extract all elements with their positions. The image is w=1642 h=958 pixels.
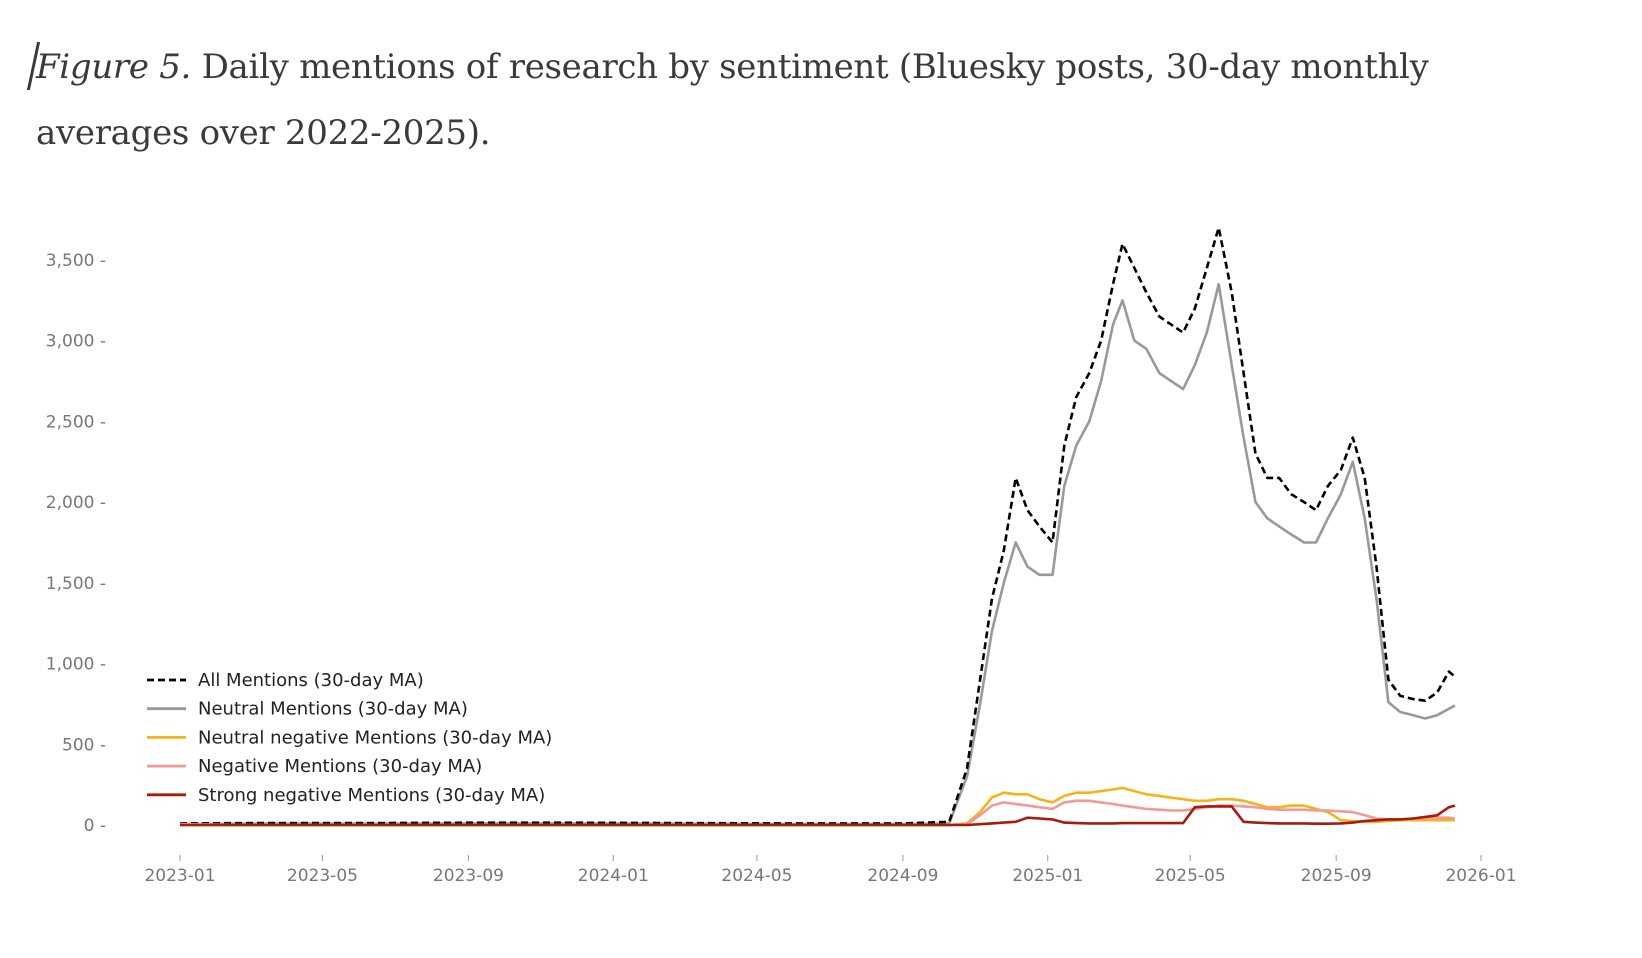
y-tick-label: 0 - bbox=[84, 816, 106, 836]
x-tick-label: 2024-09 bbox=[867, 866, 938, 886]
x-tick-label: 2023-01 bbox=[144, 866, 215, 886]
y-axis: 0 - 500 - 1,000 - 1,500 - 2,000 - 2,500 - 3,00… bbox=[46, 251, 106, 836]
y-tick-label: 2,500 - bbox=[46, 412, 106, 432]
y-tick-label: 3,000 - bbox=[46, 332, 106, 352]
figure-label: Figure 5. bbox=[36, 47, 192, 87]
y-tick-label: 2,000 - bbox=[46, 493, 106, 513]
legend-label: Neutral Mentions (30-day MA) bbox=[198, 699, 468, 720]
x-tick-label: 2026-01 bbox=[1445, 866, 1516, 886]
series-lines bbox=[179, 226, 1456, 827]
x-tick-label: 2024-01 bbox=[578, 866, 649, 886]
legend-label: Negative Mentions (30-day MA) bbox=[198, 756, 482, 777]
y-tick-label: 1,000 - bbox=[46, 655, 106, 675]
legend-label: Neutral negative Mentions (30-day MA) bbox=[198, 727, 552, 748]
x-tick-label: 2025-01 bbox=[1012, 866, 1083, 886]
caption-text: Daily mentions of research by sentiment … bbox=[36, 47, 1429, 153]
legend-label: All Mentions (30-day MA) bbox=[198, 670, 424, 691]
x-tick-label: 2025-09 bbox=[1301, 866, 1372, 886]
x-tick-label: 2023-05 bbox=[287, 866, 358, 886]
figure-caption: Figure 5. Daily mentions of research by … bbox=[26, 34, 1536, 166]
x-tick-label: 2024-05 bbox=[721, 866, 792, 886]
x-axis: 2023-01 2023-05 2023-09 2024-01 2024-05 2024-… bbox=[144, 855, 1517, 886]
legend: All Mentions (30-day MA) Neutral Mentions… bbox=[147, 670, 552, 806]
x-tick-label: 2023-09 bbox=[433, 866, 504, 886]
y-tick-label: 1,500 - bbox=[46, 574, 106, 594]
y-tick-label: 3,500 - bbox=[46, 251, 106, 271]
y-tick-label: 500 - bbox=[62, 735, 106, 755]
legend-label: Strong negative Mentions (30-day MA) bbox=[198, 785, 545, 806]
x-tick-label: 2025-05 bbox=[1155, 866, 1226, 886]
